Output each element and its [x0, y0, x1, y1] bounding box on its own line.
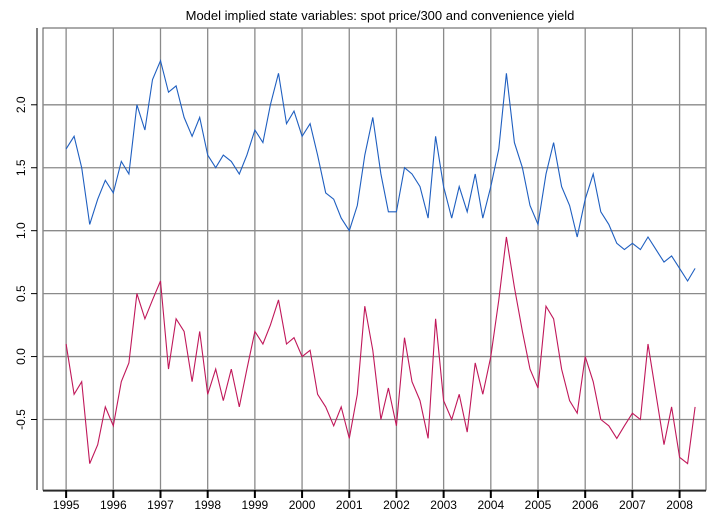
- x-tick-label: 2000: [289, 498, 316, 512]
- y-tick-label: 0.0: [14, 348, 28, 365]
- plot-frame: [42, 27, 707, 491]
- series-line: [65, 58, 696, 283]
- x-tick-label: 2001: [336, 498, 363, 512]
- y-tick-label: 0.5: [14, 285, 28, 302]
- x-tick-label: 1999: [242, 498, 269, 512]
- chart-title: Model implied state variables: spot pric…: [186, 8, 575, 23]
- y-tick-label: 1.0: [14, 222, 28, 239]
- x-tick-label: 1997: [147, 498, 174, 512]
- x-tick-label: 2004: [477, 498, 504, 512]
- x-tick-label: 2002: [383, 498, 410, 512]
- x-tick-label: 2005: [525, 498, 552, 512]
- x-tick-label: 1996: [100, 498, 127, 512]
- x-tick-label: 1998: [194, 498, 221, 512]
- x-tick-label: 2007: [619, 498, 646, 512]
- x-tick-label: 2008: [666, 498, 693, 512]
- x-tick-label: 2006: [572, 498, 599, 512]
- x-tick-label: 2003: [430, 498, 457, 512]
- y-tick-label: 2.0: [14, 96, 28, 113]
- x-tick-label: 1995: [53, 498, 80, 512]
- y-tick-label: -0.5: [14, 409, 28, 430]
- series-line: [65, 236, 696, 465]
- y-tick-label: 1.5: [14, 159, 28, 176]
